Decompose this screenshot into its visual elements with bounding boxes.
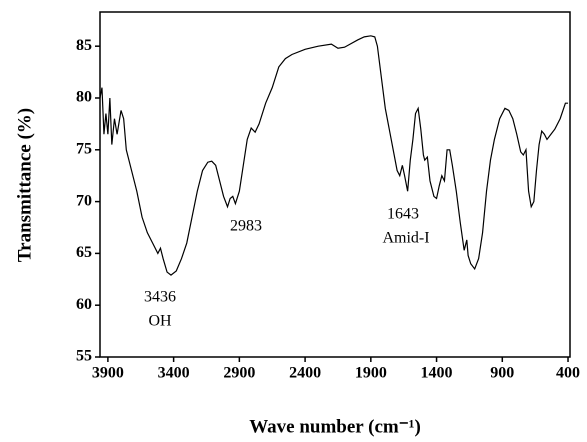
y-tick-label: 55 bbox=[76, 348, 92, 365]
x-tick-label: 2400 bbox=[289, 365, 321, 382]
annotation: Amid-I bbox=[382, 230, 429, 247]
annotation: OH bbox=[148, 313, 172, 330]
x-tick-label: 3400 bbox=[158, 365, 190, 382]
y-axis-label: Transmittance (%) bbox=[14, 108, 35, 262]
x-tick-label: 2900 bbox=[223, 365, 255, 382]
x-tick-label: 900 bbox=[490, 365, 514, 382]
annotation: 1643 bbox=[387, 206, 419, 223]
y-tick-label: 65 bbox=[76, 244, 92, 261]
x-tick-label: 400 bbox=[556, 365, 580, 382]
x-tick-label: 3900 bbox=[92, 365, 124, 382]
y-tick-label: 60 bbox=[76, 296, 92, 313]
y-tick-label: 80 bbox=[76, 89, 92, 106]
y-tick-label: 75 bbox=[76, 140, 92, 157]
plot-frame bbox=[99, 11, 571, 358]
annotation: 3436 bbox=[144, 289, 176, 306]
spectrum-line bbox=[99, 35, 569, 276]
y-tick-label: 70 bbox=[76, 192, 92, 209]
y-tick-label: 85 bbox=[76, 37, 92, 54]
x-axis-label: Wave number (cm⁻¹) bbox=[249, 416, 421, 437]
x-tick-label: 1400 bbox=[421, 365, 453, 382]
annotation: 2983 bbox=[230, 218, 262, 235]
x-tick-label: 1900 bbox=[355, 365, 387, 382]
